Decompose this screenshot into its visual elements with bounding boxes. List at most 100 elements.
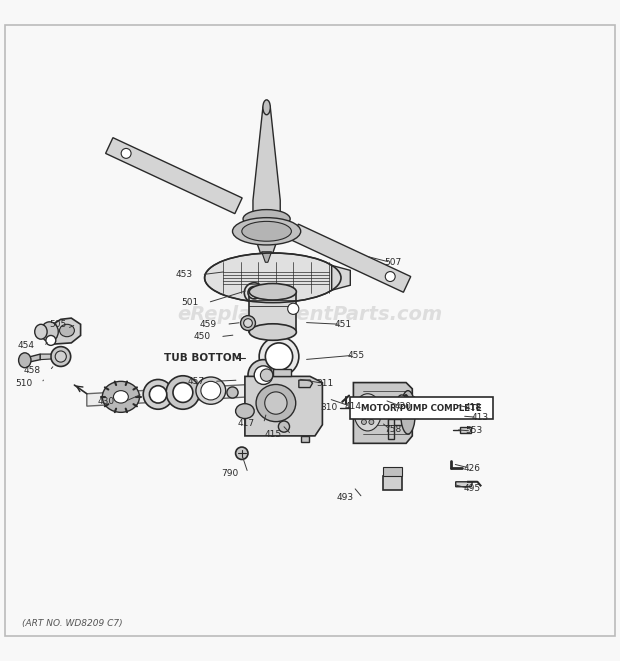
Ellipse shape <box>249 284 296 300</box>
Ellipse shape <box>243 210 290 228</box>
Ellipse shape <box>196 377 226 405</box>
Ellipse shape <box>265 343 293 370</box>
Polygon shape <box>245 376 322 436</box>
Ellipse shape <box>227 387 238 398</box>
Text: 505: 505 <box>50 320 67 329</box>
Ellipse shape <box>60 325 74 336</box>
Text: eReplacementParts.com: eReplacementParts.com <box>177 305 443 325</box>
Ellipse shape <box>278 421 290 432</box>
Ellipse shape <box>51 346 71 366</box>
Ellipse shape <box>55 351 66 362</box>
Ellipse shape <box>260 369 273 381</box>
Text: 420: 420 <box>394 402 411 410</box>
Ellipse shape <box>361 400 366 405</box>
Polygon shape <box>40 354 51 360</box>
Text: 413: 413 <box>471 413 489 422</box>
Ellipse shape <box>35 325 47 339</box>
Text: 311: 311 <box>316 379 334 388</box>
Ellipse shape <box>256 385 296 422</box>
Ellipse shape <box>232 217 301 245</box>
Polygon shape <box>301 436 309 442</box>
Text: 310: 310 <box>321 403 338 412</box>
Ellipse shape <box>254 366 273 385</box>
Polygon shape <box>299 380 312 387</box>
Text: 501: 501 <box>181 298 198 307</box>
Polygon shape <box>249 292 296 332</box>
Ellipse shape <box>263 100 270 115</box>
Text: 510: 510 <box>15 379 32 388</box>
Polygon shape <box>48 318 81 344</box>
Text: 790: 790 <box>221 469 239 478</box>
Ellipse shape <box>398 395 405 403</box>
Polygon shape <box>105 137 242 214</box>
Text: 495: 495 <box>464 484 481 493</box>
Ellipse shape <box>173 383 193 403</box>
Ellipse shape <box>248 286 260 299</box>
Ellipse shape <box>354 394 381 431</box>
Polygon shape <box>26 354 40 363</box>
Ellipse shape <box>143 379 173 409</box>
Text: 417: 417 <box>237 419 254 428</box>
Ellipse shape <box>46 336 56 346</box>
Text: 458: 458 <box>23 366 40 375</box>
Ellipse shape <box>242 221 291 241</box>
Text: 453: 453 <box>175 270 192 279</box>
Text: 459: 459 <box>200 320 217 329</box>
Ellipse shape <box>113 391 128 403</box>
Ellipse shape <box>121 149 131 159</box>
Polygon shape <box>332 266 350 290</box>
Polygon shape <box>87 381 304 406</box>
Ellipse shape <box>265 392 287 414</box>
Ellipse shape <box>19 353 31 368</box>
Text: MOTOR/PUMP COMPLETE: MOTOR/PUMP COMPLETE <box>361 403 482 412</box>
Text: 455: 455 <box>347 351 365 360</box>
Text: 758: 758 <box>384 425 402 434</box>
Ellipse shape <box>369 400 374 405</box>
Polygon shape <box>353 383 412 444</box>
Polygon shape <box>460 426 471 433</box>
Ellipse shape <box>373 410 378 415</box>
Ellipse shape <box>244 319 252 327</box>
Polygon shape <box>460 402 471 408</box>
Ellipse shape <box>249 324 296 340</box>
Ellipse shape <box>149 385 167 403</box>
Ellipse shape <box>358 410 363 415</box>
Polygon shape <box>383 467 402 476</box>
Polygon shape <box>253 107 280 231</box>
Text: 457: 457 <box>187 377 205 386</box>
Ellipse shape <box>102 381 140 412</box>
Polygon shape <box>262 252 272 262</box>
Text: 418: 418 <box>465 403 482 412</box>
Text: 414: 414 <box>344 402 361 410</box>
Ellipse shape <box>288 303 299 315</box>
Ellipse shape <box>41 322 58 342</box>
Polygon shape <box>456 482 472 486</box>
Text: 451: 451 <box>335 320 352 329</box>
Polygon shape <box>388 418 402 425</box>
Ellipse shape <box>385 272 395 282</box>
Text: 507: 507 <box>384 258 402 267</box>
Ellipse shape <box>241 315 255 330</box>
Ellipse shape <box>361 420 366 424</box>
Ellipse shape <box>369 420 374 424</box>
Ellipse shape <box>205 253 341 303</box>
Text: 415: 415 <box>265 430 282 439</box>
Text: 430: 430 <box>97 397 115 407</box>
Text: TUB BOTTOM: TUB BOTTOM <box>164 354 242 364</box>
Ellipse shape <box>236 404 254 418</box>
Polygon shape <box>388 418 394 439</box>
Ellipse shape <box>401 391 415 434</box>
Ellipse shape <box>166 375 200 409</box>
Polygon shape <box>273 369 291 376</box>
Bar <box>350 397 493 418</box>
Text: (ART NO. WD8209 C7): (ART NO. WD8209 C7) <box>22 619 122 628</box>
Ellipse shape <box>236 447 248 459</box>
Text: 493: 493 <box>336 493 353 502</box>
Polygon shape <box>383 476 402 490</box>
Ellipse shape <box>259 336 299 376</box>
Ellipse shape <box>201 381 221 400</box>
Ellipse shape <box>248 360 279 391</box>
Text: 553: 553 <box>465 426 482 436</box>
Text: 454: 454 <box>17 342 34 350</box>
Text: 450: 450 <box>193 332 211 341</box>
